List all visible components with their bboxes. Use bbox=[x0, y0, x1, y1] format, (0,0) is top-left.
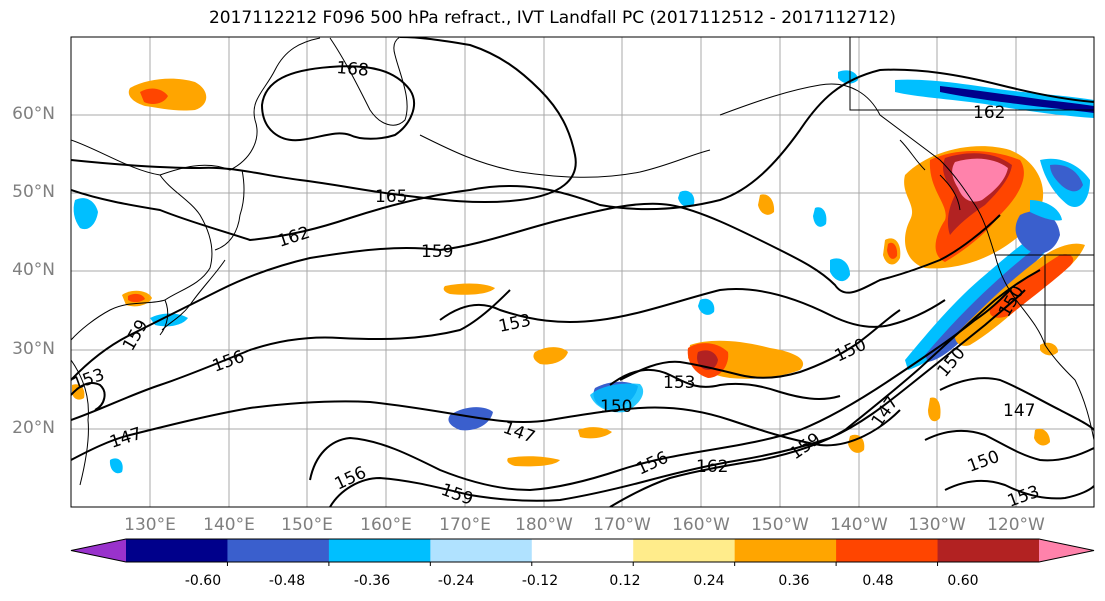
lat-label: 20°N bbox=[0, 418, 55, 438]
contour-label: 168 bbox=[336, 58, 370, 81]
colorbar-tick-label: -0.48 bbox=[252, 573, 322, 589]
colorbar-tick-label: -0.36 bbox=[337, 573, 407, 589]
lon-label: 130°W bbox=[897, 515, 977, 535]
colorbar-segment bbox=[532, 539, 634, 562]
contour-label: 165 bbox=[375, 187, 407, 207]
contour-label: 147 bbox=[1003, 401, 1035, 421]
colorbar-segment bbox=[430, 539, 532, 562]
colorbar-segment bbox=[836, 539, 938, 562]
colorbar-segment bbox=[938, 539, 1040, 562]
colorbar-tick-label: 0.48 bbox=[843, 573, 913, 589]
lon-label: 150°W bbox=[740, 515, 820, 535]
lon-label: 150°E bbox=[267, 515, 347, 535]
contour-label: 162 bbox=[696, 457, 728, 477]
contour-label: 159 bbox=[421, 242, 453, 262]
lon-label: 130°E bbox=[110, 515, 190, 535]
colorbar-segment bbox=[329, 539, 431, 562]
colorbar-segment bbox=[126, 539, 228, 562]
lat-label: 60°N bbox=[0, 104, 55, 124]
lon-label: 170°E bbox=[425, 515, 505, 535]
lon-label: 180°W bbox=[504, 515, 584, 535]
colorbar-tick-label: 0.36 bbox=[759, 573, 829, 589]
lon-label: 120°W bbox=[976, 515, 1056, 535]
colorbar-segment bbox=[633, 539, 735, 562]
colorbar-segment bbox=[227, 539, 329, 562]
lat-label: 50°N bbox=[0, 182, 55, 202]
colorbar-segment bbox=[735, 539, 837, 562]
lat-label: 30°N bbox=[0, 339, 55, 359]
colorbar-tick-label: -0.24 bbox=[421, 573, 491, 589]
colorbar-tick-label: 0.24 bbox=[674, 573, 744, 589]
lat-label: 40°N bbox=[0, 260, 55, 280]
colorbar-extend-high bbox=[1039, 539, 1094, 562]
lon-label: 160°E bbox=[346, 515, 426, 535]
lon-label: 140°E bbox=[189, 515, 269, 535]
colorbar-extend-low bbox=[71, 539, 126, 562]
lon-label: 170°W bbox=[582, 515, 662, 535]
colorbar-tick-label: 0.60 bbox=[928, 573, 998, 589]
colorbar bbox=[71, 539, 1094, 566]
contour-label: 162 bbox=[973, 103, 1005, 123]
contour-label: 153 bbox=[663, 373, 695, 393]
lon-label: 160°W bbox=[661, 515, 741, 535]
colorbar-tick-label: 0.12 bbox=[590, 573, 660, 589]
colorbar-tick-label: -0.60 bbox=[168, 573, 238, 589]
colorbar-tick-label: -0.12 bbox=[505, 573, 575, 589]
lon-label: 140°W bbox=[819, 515, 899, 535]
contour-label: 150 bbox=[600, 397, 632, 417]
